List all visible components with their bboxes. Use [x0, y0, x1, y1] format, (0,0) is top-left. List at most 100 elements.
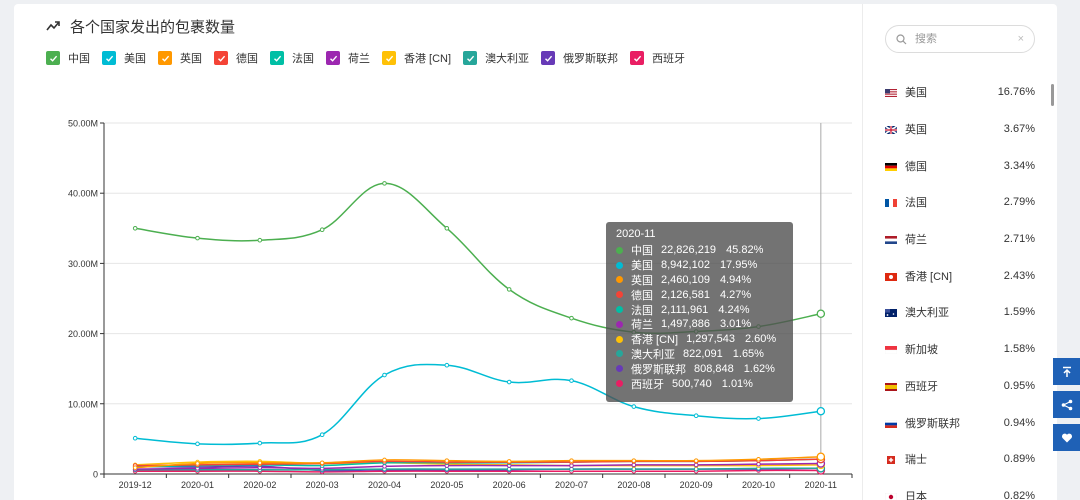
data-point[interactable] [319, 460, 325, 466]
country-row[interactable]: 英国 3.67% [884, 111, 1035, 148]
data-point[interactable] [506, 287, 512, 292]
checkbox-icon[interactable] [630, 51, 645, 65]
data-point[interactable] [195, 235, 200, 241]
x-tick-label: 2020-03 [306, 480, 339, 490]
y-tick-label: 40.00M [68, 189, 98, 199]
legend-item[interactable]: 法国 [270, 50, 314, 66]
data-point[interactable] [756, 416, 761, 421]
data-point[interactable] [382, 457, 387, 463]
checkbox-icon[interactable] [214, 51, 228, 65]
legend-item[interactable]: 澳大利亚 [463, 50, 529, 66]
tooltip-percent: 4.24% [718, 303, 750, 316]
data-point[interactable] [382, 372, 387, 378]
country-name: 法国 [905, 197, 927, 210]
data-point[interactable] [569, 378, 574, 383]
x-tick-label: 2020-06 [493, 480, 526, 490]
data-point[interactable] [693, 458, 699, 463]
data-point[interactable] [756, 456, 761, 462]
data-point[interactable] [257, 237, 263, 243]
data-point[interactable] [382, 181, 387, 186]
favorite-button[interactable] [1053, 424, 1080, 451]
checkbox-icon[interactable] [541, 51, 556, 65]
legend-item[interactable]: 德国 [214, 50, 258, 66]
data-point[interactable] [319, 227, 325, 233]
data-point[interactable] [569, 458, 574, 463]
legend-item[interactable]: 中国 [46, 50, 90, 66]
clear-icon[interactable]: × [1017, 33, 1024, 45]
data-point[interactable] [631, 458, 637, 463]
tooltip-row: 俄罗斯联邦 808,848 1.62% [616, 361, 783, 376]
trend-icon [46, 21, 60, 31]
country-percent: 1.58% [1003, 343, 1035, 356]
legend-item[interactable]: 荷兰 [326, 50, 370, 66]
data-point[interactable] [444, 226, 450, 231]
data-point[interactable] [816, 452, 826, 461]
country-name: 新加坡 [905, 344, 938, 357]
panel-divider [862, 4, 863, 500]
x-tick-label: 2020-01 [181, 480, 214, 490]
country-row[interactable]: 西班牙 0.95% [885, 368, 1035, 405]
flag-au-icon [885, 308, 897, 318]
data-point[interactable] [816, 309, 826, 319]
checkbox-icon[interactable] [326, 51, 340, 65]
legend-item[interactable]: 英国 [158, 50, 202, 66]
checkbox-icon[interactable] [46, 51, 60, 65]
search-box[interactable]: × [885, 25, 1035, 53]
series-line [135, 462, 821, 470]
data-point[interactable] [132, 435, 138, 441]
country-row[interactable]: 香港 [CN] 2.43% [885, 257, 1035, 294]
data-point[interactable] [816, 406, 826, 416]
data-point[interactable] [257, 440, 263, 446]
data-point[interactable] [319, 432, 325, 437]
data-point[interactable] [631, 404, 637, 409]
legend-item[interactable]: 美国 [102, 50, 146, 66]
data-point[interactable] [506, 459, 512, 464]
data-point[interactable] [506, 379, 512, 385]
data-point[interactable] [195, 441, 200, 447]
data-point[interactable] [257, 460, 263, 466]
scrollbar[interactable] [1051, 84, 1054, 106]
checkbox-icon[interactable] [102, 51, 116, 65]
data-point[interactable] [444, 458, 450, 463]
data-point[interactable] [569, 315, 574, 321]
search-input[interactable] [915, 33, 1018, 45]
country-row[interactable]: 法国 2.79% [885, 184, 1035, 221]
checkbox-icon[interactable] [158, 51, 172, 65]
country-name: 日本 [905, 490, 927, 500]
data-point[interactable] [132, 465, 138, 470]
y-tick-label: 50.00M [68, 119, 98, 129]
checkbox-icon[interactable] [270, 51, 284, 65]
y-tick-label: 10.00M [68, 399, 98, 409]
country-row[interactable]: 新加坡 1.58% [884, 331, 1035, 368]
legend-label: 法国 [292, 53, 314, 65]
data-point[interactable] [195, 461, 200, 466]
legend-item[interactable]: 俄罗斯联邦 [541, 50, 618, 66]
tooltip-series-name: 俄罗斯联邦 [631, 363, 686, 376]
x-tick-label: 2020-10 [742, 480, 775, 490]
legend-item[interactable]: 西班牙 [630, 50, 685, 66]
country-row[interactable]: 瑞士 0.89% [885, 441, 1035, 478]
x-tick-label: 2020-02 [243, 480, 276, 490]
series-line [135, 469, 821, 473]
data-point[interactable] [693, 413, 699, 419]
country-row[interactable]: 德国 3.34% [885, 147, 1035, 184]
legend-label: 西班牙 [652, 53, 686, 65]
country-row[interactable]: 澳大利亚 1.59% [885, 294, 1035, 331]
flag-hk-icon [885, 272, 897, 281]
country-name: 美国 [905, 87, 927, 100]
data-point[interactable] [444, 362, 450, 368]
floating-actions [1053, 358, 1080, 457]
checkbox-icon[interactable] [463, 51, 478, 65]
share-button[interactable] [1053, 391, 1080, 418]
legend-item[interactable]: 香港 [CN] [382, 50, 451, 66]
series-dot-icon [616, 276, 623, 284]
country-row[interactable]: 荷兰 2.71% [885, 221, 1035, 258]
back-to-top-button[interactable] [1053, 358, 1080, 385]
country-row[interactable]: 日本 0.82% [884, 478, 1035, 500]
checkbox-icon[interactable] [382, 51, 396, 65]
country-row[interactable]: 俄罗斯联邦 0.94% [884, 404, 1035, 441]
chart-tooltip: 2020-11 中国 22,826,219 45.82% 美国 8,942,102 17.… [606, 222, 793, 402]
series-dot-icon [616, 291, 623, 299]
data-point[interactable] [132, 226, 138, 231]
country-row[interactable]: 美国 16.76% [885, 74, 1035, 111]
